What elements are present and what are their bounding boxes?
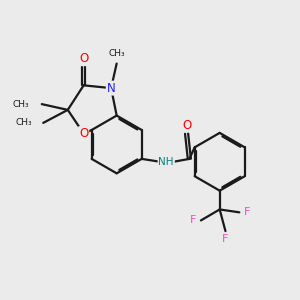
Text: CH₃: CH₃ bbox=[13, 100, 30, 109]
Text: CH₃: CH₃ bbox=[108, 49, 125, 58]
Text: F: F bbox=[244, 207, 250, 217]
Text: O: O bbox=[79, 127, 88, 140]
Text: F: F bbox=[190, 215, 196, 225]
Text: NH: NH bbox=[158, 157, 174, 167]
Text: O: O bbox=[182, 118, 191, 132]
Text: CH₃: CH₃ bbox=[16, 118, 32, 127]
Text: F: F bbox=[222, 234, 229, 244]
Text: N: N bbox=[107, 82, 116, 94]
Text: O: O bbox=[79, 52, 88, 65]
